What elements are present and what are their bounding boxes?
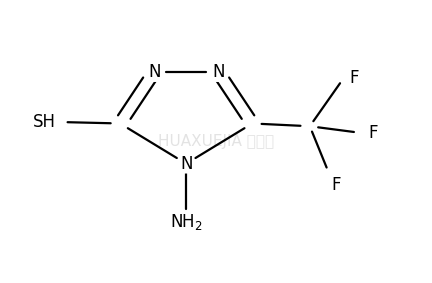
Text: F: F <box>368 124 378 142</box>
Text: N: N <box>180 155 192 173</box>
Text: F: F <box>331 176 341 194</box>
Text: N: N <box>212 63 224 81</box>
Text: N: N <box>148 63 160 81</box>
Text: SH: SH <box>33 113 56 131</box>
Text: NH$_2$: NH$_2$ <box>170 212 203 232</box>
Text: F: F <box>349 69 359 87</box>
Text: HUAXUEJIA 化学加: HUAXUEJIA 化学加 <box>158 134 274 149</box>
